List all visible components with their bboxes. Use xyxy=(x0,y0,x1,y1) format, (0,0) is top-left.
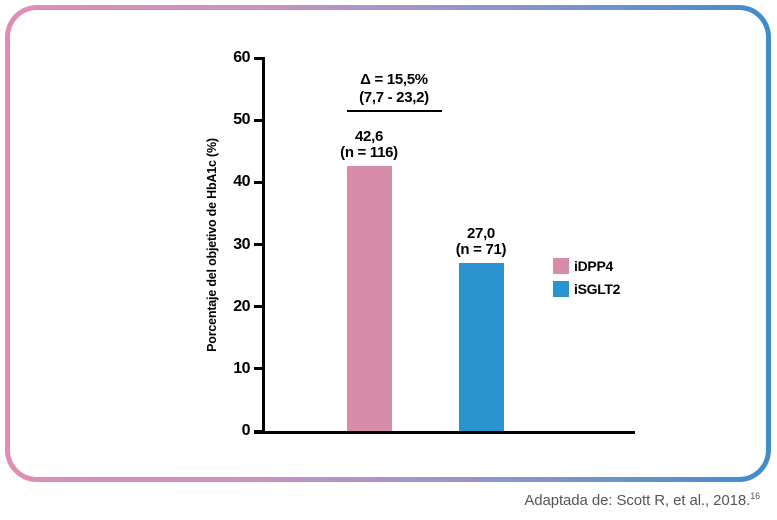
caption-ref: 16 xyxy=(750,491,760,501)
y-tick-40: 40 xyxy=(233,173,262,191)
legend-item-isglt2: iSGLT2 xyxy=(553,281,620,297)
y-tick-10: 10 xyxy=(233,360,262,378)
source-caption: Adaptada de: Scott R, et al., 2018.16 xyxy=(524,491,760,510)
bar-value-label-idpp4: 42,6 xyxy=(355,128,383,145)
y-tick-mark xyxy=(254,56,262,60)
y-axis-ticks: 0 10 20 30 40 50 60 xyxy=(200,49,262,439)
bar-value-label-isglt2: 27,0 xyxy=(466,225,495,242)
bar-isglt2 xyxy=(458,263,504,431)
bar-n-label-isglt2: (n = 71) xyxy=(455,241,507,258)
legend-label-idpp4: iDPP4 xyxy=(574,258,613,274)
caption-text: Adaptada de: Scott R, et al., 2018. xyxy=(524,492,751,509)
legend: iDPP4 iSGLT2 xyxy=(553,258,620,297)
bar-labels-idpp4: 42,6 (n = 116) xyxy=(340,129,398,161)
delta-value-label: Δ = 15,5% xyxy=(360,71,428,88)
bar-group-isglt2: 27,0 (n = 71) xyxy=(421,226,541,431)
y-tick-label: 40 xyxy=(233,173,250,191)
y-tick-mark xyxy=(254,243,262,246)
y-tick-20: 20 xyxy=(233,298,262,316)
y-tick-label: 20 xyxy=(233,297,250,315)
y-tick-30: 30 xyxy=(233,236,262,254)
bar-group-idpp4: 42,6 (n = 116) xyxy=(309,129,429,431)
annotation-underline xyxy=(346,110,442,112)
y-tick-mark xyxy=(254,367,262,371)
y-tick-mark xyxy=(254,180,262,184)
y-tick-label: 10 xyxy=(233,359,250,377)
y-axis-line xyxy=(262,57,265,434)
bar-n-label-idpp4: (n = 116) xyxy=(340,144,398,161)
y-tick-label: 60 xyxy=(233,49,250,66)
legend-item-idpp4: iDPP4 xyxy=(553,258,620,274)
y-tick-mark xyxy=(254,305,262,309)
y-tick-60: 60 xyxy=(233,49,262,67)
bar-idpp4 xyxy=(346,166,392,431)
delta-annotation: Δ = 15,5% (7,7 - 23,2) xyxy=(319,71,469,112)
y-tick-label: 30 xyxy=(233,235,250,253)
x-axis-line xyxy=(254,431,635,434)
y-tick-label: 50 xyxy=(233,111,250,129)
legend-label-isglt2: iSGLT2 xyxy=(574,281,621,297)
legend-swatch-isglt2 xyxy=(553,281,569,297)
y-tick-label: 0 xyxy=(241,422,251,439)
legend-swatch-idpp4 xyxy=(553,258,569,274)
bar-labels-isglt2: 27,0 (n = 71) xyxy=(456,226,507,258)
y-tick-mark xyxy=(254,118,262,122)
delta-ci-label: (7,7 - 23,2) xyxy=(359,89,429,106)
y-tick-50: 50 xyxy=(233,111,262,129)
